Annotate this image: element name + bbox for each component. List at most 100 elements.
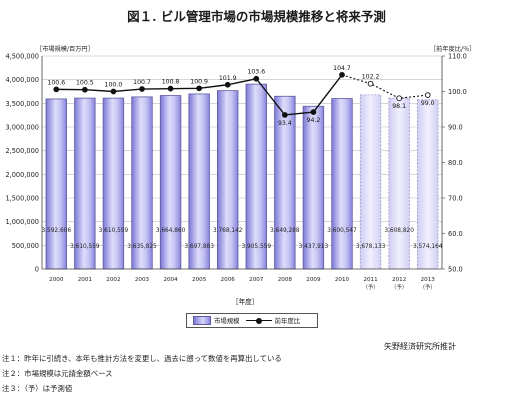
- gridlines: [42, 55, 442, 246]
- bar-value-label: 3,600,547: [327, 228, 357, 234]
- axes: 0 500,000 1,000,000 1,500,000 2,000,000 2,500…: [5, 53, 466, 292]
- right-axis-unit: ［前年度比/％］: [430, 46, 476, 53]
- line-point-2010: [339, 71, 345, 78]
- line-value-label: 93.4: [278, 120, 292, 127]
- y-left-tick-label: 4,500,000: [5, 53, 39, 61]
- y-right-tick-label: 60.0: [448, 230, 463, 238]
- x-tick-label: 2008: [278, 277, 293, 283]
- bar-2000: [45, 98, 67, 270]
- x-tick-suffix: （予）: [362, 283, 378, 291]
- line-value-label: 99.0: [421, 100, 435, 107]
- line-value-label: 102.2: [362, 74, 380, 81]
- bar-value-label: 3,608,820: [384, 228, 414, 234]
- legend: 市場規模 前年度比: [186, 313, 318, 328]
- bar-value-label: 3,768,142: [213, 228, 243, 234]
- note-1: 注１：昨年に引続き、本年も推計方法を変更し、過去に遡って数値を再算出している: [2, 354, 282, 363]
- x-tick-label: 2003: [135, 277, 150, 283]
- line-value-label: 100.5: [76, 80, 94, 87]
- bar-value-label: 3,664,860: [156, 228, 186, 234]
- y-left-tick-label: 4,000,000: [5, 76, 39, 84]
- line-value-label: 100.7: [133, 79, 151, 86]
- line-value-label: 103.6: [247, 69, 265, 76]
- y-left-tick-label: 500,000: [12, 242, 39, 250]
- bar-value-label: 3,610,559: [70, 244, 100, 250]
- legend-bar-label: 市場規模: [214, 317, 240, 325]
- legend-line-label: 前年度比: [274, 317, 301, 325]
- bar-series: [45, 83, 439, 270]
- line-value-label: 104.7: [333, 65, 351, 72]
- bar-2011: [359, 94, 382, 270]
- combo-chart: 0 500,000 1,000,000 1,500,000 2,000,000 2,500…: [5, 53, 466, 292]
- x-tick-suffix: （予）: [391, 283, 407, 291]
- x-tick-label: 2000: [49, 277, 64, 283]
- bar-2010: [331, 98, 353, 270]
- bar-2005: [188, 93, 210, 270]
- line-point-2006: [224, 81, 231, 88]
- note-3: 注３：（予）は予測値: [2, 384, 73, 393]
- x-tick-label: 2013: [421, 277, 436, 283]
- line-point-2013: [424, 92, 431, 98]
- legend-item-bar: 市場規模: [193, 316, 240, 325]
- bar-value-label: 3,678,133: [356, 244, 386, 250]
- x-tick-suffix: （予）: [420, 283, 436, 291]
- legend-line-marker: [245, 317, 272, 325]
- x-tick-label: 2012: [392, 277, 406, 283]
- line-point-2011: [367, 80, 374, 87]
- left-axis-unit: ［市場規模/百万円］: [36, 46, 94, 53]
- bar-value-label: 3,649,288: [270, 228, 300, 234]
- y-left-tick-label: 3,000,000: [5, 124, 39, 132]
- y-left-tick-label: 3,500,000: [5, 100, 39, 108]
- note-2: 注２：市場規模は元請金額ベース: [2, 369, 113, 378]
- line-point-2004: [167, 85, 174, 92]
- x-tick-label: 2006: [221, 277, 236, 283]
- y-right-tick-label: 100.0: [448, 88, 467, 96]
- line-point-2009: [310, 109, 317, 115]
- y-right-tick-label: 70.0: [448, 195, 463, 203]
- line-value-label: 94.2: [307, 117, 321, 124]
- y-left-tick-label: 1,500,000: [5, 195, 39, 203]
- line-value-label: 98.1: [392, 103, 406, 110]
- line-point-2002: [110, 88, 117, 95]
- bar-value-label: 3,437,913: [299, 244, 329, 250]
- y-left-tick-label: 0: [35, 266, 39, 274]
- y-right-tick-label: 50.0: [448, 266, 463, 274]
- line-point-2003: [139, 86, 145, 92]
- line-point-2000: [53, 86, 60, 93]
- line-series: [53, 71, 431, 118]
- legend-item-line: 前年度比: [245, 316, 301, 325]
- line-point-2001: [82, 86, 88, 93]
- line-point-2012: [396, 95, 402, 102]
- bar-2006: [217, 90, 239, 270]
- x-axis-title: ［年度］: [232, 298, 259, 306]
- bar-value-label: 3,592,606: [42, 228, 72, 234]
- x-tick-label: 2011: [363, 277, 378, 283]
- y-left-tick-label: 1,000,000: [5, 218, 39, 226]
- y-right-tick-label: 80.0: [448, 159, 463, 167]
- line-point-2008: [282, 112, 288, 118]
- x-tick-label: 2001: [78, 277, 93, 283]
- bar-2012: [388, 97, 410, 270]
- x-tick-label: 2007: [249, 277, 264, 283]
- data-labels: 100.6 100.5 100.0 100.7 100.8 100.9 101.9 103.6…: [42, 65, 443, 250]
- line-forecast: [341, 74, 428, 99]
- y-left-tick-label: 2,000,000: [5, 171, 39, 179]
- bar-value-label: 3,905,559: [242, 244, 272, 250]
- bar-2004: [159, 95, 182, 270]
- line-point-2007: [253, 75, 260, 82]
- bar-2007: [245, 83, 267, 270]
- y-right-tick-label: 110.0: [448, 53, 467, 61]
- x-tick-label: 2002: [106, 277, 120, 283]
- bar-2002: [102, 97, 125, 270]
- y-right-tick-label: 90.0: [448, 124, 463, 132]
- line-value-label: 100.6: [47, 79, 65, 86]
- x-tick-label: 2009: [306, 277, 321, 283]
- bar-value-label: 3,610,559: [99, 228, 129, 234]
- bar-value-label: 3,697,883: [184, 244, 214, 250]
- line-value-label: 100.9: [190, 78, 208, 85]
- line-value-label: 100.0: [105, 82, 123, 89]
- x-tick-label: 2010: [335, 277, 350, 283]
- line-value-label: 100.8: [162, 79, 180, 86]
- source-credit: 矢野経済研究所推計: [384, 342, 456, 351]
- y-left-tick-label: 2,500,000: [5, 147, 39, 155]
- line-value-label: 101.9: [219, 75, 237, 82]
